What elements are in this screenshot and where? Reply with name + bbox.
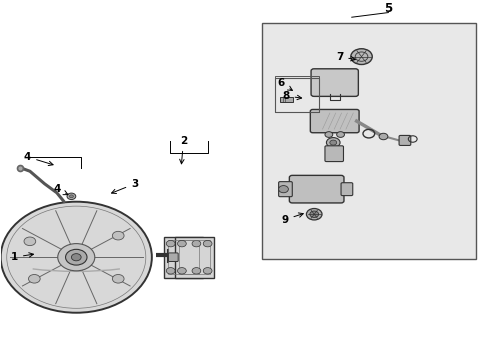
Circle shape bbox=[0, 202, 152, 313]
Text: 8: 8 bbox=[282, 91, 301, 101]
Circle shape bbox=[58, 244, 95, 271]
Circle shape bbox=[166, 240, 175, 247]
Circle shape bbox=[336, 132, 344, 138]
Text: 3: 3 bbox=[111, 179, 138, 193]
Circle shape bbox=[325, 132, 332, 138]
FancyBboxPatch shape bbox=[289, 175, 343, 203]
FancyBboxPatch shape bbox=[163, 237, 203, 278]
Text: 2: 2 bbox=[179, 136, 187, 164]
FancyBboxPatch shape bbox=[279, 97, 293, 102]
Circle shape bbox=[69, 195, 73, 198]
Circle shape bbox=[166, 267, 175, 274]
Text: 6: 6 bbox=[277, 78, 292, 90]
Circle shape bbox=[309, 211, 318, 217]
Circle shape bbox=[71, 254, 81, 261]
Circle shape bbox=[65, 249, 87, 265]
Text: 4: 4 bbox=[24, 152, 53, 166]
Text: 9: 9 bbox=[281, 213, 303, 225]
Circle shape bbox=[177, 267, 186, 274]
Circle shape bbox=[192, 240, 201, 247]
FancyBboxPatch shape bbox=[325, 146, 343, 162]
Circle shape bbox=[24, 237, 36, 246]
Circle shape bbox=[112, 274, 124, 283]
Circle shape bbox=[203, 240, 212, 247]
FancyBboxPatch shape bbox=[398, 135, 410, 145]
FancyBboxPatch shape bbox=[310, 109, 358, 133]
Text: 7: 7 bbox=[335, 51, 355, 62]
FancyBboxPatch shape bbox=[340, 183, 352, 195]
Bar bbox=[274, 76, 318, 112]
Circle shape bbox=[329, 140, 336, 145]
Text: 4: 4 bbox=[53, 184, 68, 195]
Circle shape bbox=[326, 138, 339, 148]
FancyBboxPatch shape bbox=[175, 237, 214, 278]
Bar bbox=[274, 78, 318, 112]
Text: 1: 1 bbox=[11, 252, 33, 262]
Circle shape bbox=[112, 231, 124, 240]
Circle shape bbox=[28, 274, 40, 283]
Circle shape bbox=[278, 185, 288, 193]
Circle shape bbox=[378, 133, 387, 140]
Bar bbox=[261, 23, 475, 259]
FancyBboxPatch shape bbox=[168, 253, 178, 261]
Bar bbox=[179, 240, 210, 274]
Circle shape bbox=[177, 240, 186, 247]
Circle shape bbox=[67, 193, 76, 199]
FancyBboxPatch shape bbox=[310, 69, 358, 96]
Circle shape bbox=[350, 49, 371, 64]
Circle shape bbox=[306, 208, 322, 220]
FancyBboxPatch shape bbox=[278, 182, 292, 197]
Circle shape bbox=[192, 267, 201, 274]
Circle shape bbox=[203, 267, 212, 274]
Bar bbox=[167, 240, 199, 274]
Text: 5: 5 bbox=[384, 3, 392, 15]
